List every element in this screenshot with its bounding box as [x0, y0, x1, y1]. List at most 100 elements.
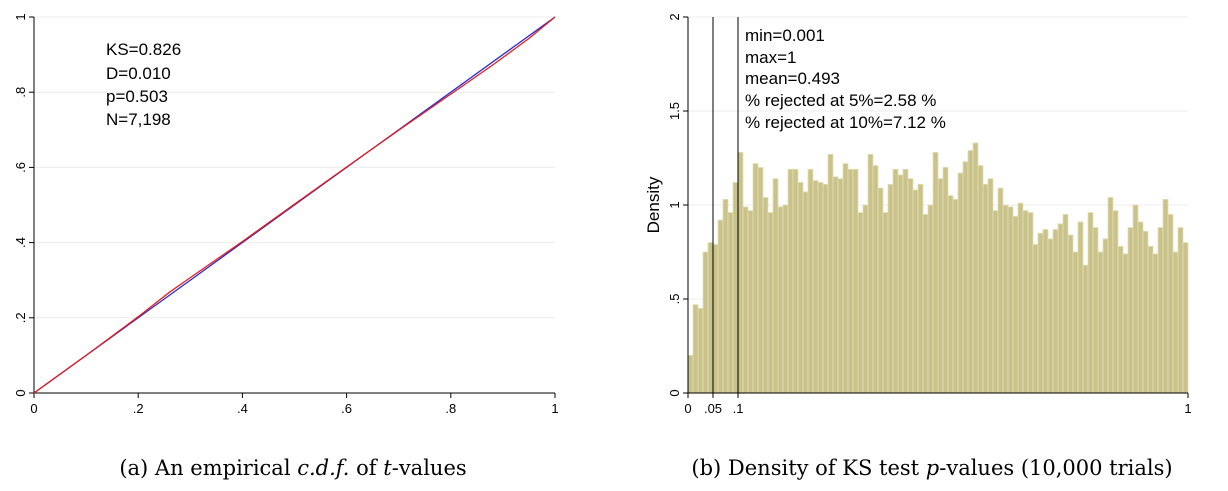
histogram-bar	[947, 195, 954, 394]
histogram-bar	[1012, 215, 1019, 394]
histogram-bar	[817, 182, 824, 394]
histogram-bar	[722, 198, 729, 394]
histogram-bar	[997, 187, 1004, 394]
histogram-bar	[1082, 264, 1089, 394]
histogram-bar	[822, 183, 829, 394]
histogram-bar	[712, 244, 719, 394]
panel-a-axes	[33, 17, 555, 394]
x-tick-label: .8	[445, 401, 456, 416]
histogram-bar	[832, 176, 839, 394]
histogram-bar	[907, 178, 914, 394]
histogram-bar	[1077, 221, 1084, 394]
histogram-bar	[1182, 242, 1189, 394]
annotation-n: N=7,198	[106, 110, 171, 129]
panel-a-cdf-chart: 0 .2 .4 .6 .8 1 0 .2 .4 .6 .8 1 KS=0.826 D=0.010 p=…	[13, 13, 559, 480]
x-tick-label: .2	[133, 401, 144, 416]
histogram-bar	[752, 163, 759, 394]
y-tick-label: .4	[13, 237, 28, 248]
y-tick-label: .2	[13, 312, 28, 323]
y-tick-label: .8	[13, 87, 28, 98]
histogram-bar	[1132, 204, 1139, 394]
histogram-bar	[827, 153, 834, 394]
histogram-bar	[982, 183, 989, 394]
annotation-mean: mean=0.493	[745, 69, 840, 88]
annotation-d: D=0.010	[106, 64, 171, 83]
histogram-bar	[802, 191, 809, 394]
histogram-bar	[902, 168, 909, 394]
panel-a-annotation: KS=0.826 D=0.010 p=0.503 N=7,198	[106, 40, 181, 129]
x-tick-label: 0	[30, 401, 37, 416]
histogram-bar	[977, 165, 984, 394]
panel-a-gridlines	[34, 16, 555, 319]
histogram-bar	[737, 151, 744, 394]
histogram-bar	[1117, 245, 1124, 394]
histogram-bar	[882, 212, 889, 394]
histogram-bar	[1127, 227, 1134, 394]
histogram-bar	[852, 168, 859, 394]
histogram-bar	[1152, 253, 1159, 394]
histogram-bar	[727, 212, 734, 394]
annotation-rejected-5: % rejected at 5%=2.58 %	[745, 91, 936, 110]
histogram-bar	[742, 206, 749, 394]
histogram-bar	[1137, 221, 1144, 394]
annotation-min: min=0.001	[745, 26, 825, 45]
histogram-bar	[1072, 251, 1079, 394]
histogram-bar	[692, 304, 699, 394]
histogram-bar	[1112, 210, 1119, 394]
histogram-bar	[917, 183, 924, 394]
histogram-bar	[1007, 206, 1014, 394]
empirical-series-line	[33, 16, 556, 394]
panel-b-ticks: 0 .5 1 1.5 2 0 .05 .1 1	[667, 13, 1192, 416]
histogram-bar	[1167, 213, 1174, 394]
histogram-bar	[892, 168, 899, 394]
x-tick-label: .1	[733, 401, 744, 416]
caption-a: (a) An empirical c.d.f. of t-values	[119, 456, 466, 480]
histogram-bar	[967, 150, 974, 394]
histogram-bar	[1032, 244, 1039, 394]
histogram-bar	[1042, 229, 1049, 394]
histogram-bar	[1162, 198, 1169, 394]
panel-a-ticks: 0 .2 .4 .6 .8 1 0 .2 .4 .6 .8 1	[13, 13, 559, 416]
histogram-bar	[1177, 227, 1184, 394]
y-tick-label: 0	[13, 389, 28, 396]
x-tick-label: 0	[684, 401, 691, 416]
histogram-bar	[797, 182, 804, 394]
histogram-bar	[1157, 227, 1164, 394]
y-tick-label: 0	[667, 389, 682, 396]
histogram-bar	[877, 187, 884, 394]
histogram-bar	[1027, 212, 1034, 394]
histogram-bar	[1037, 232, 1044, 394]
histogram-bar	[1097, 251, 1104, 394]
histogram-bar	[782, 204, 789, 394]
panel-b-vertical-lines	[712, 17, 739, 393]
histogram-bar	[847, 168, 854, 394]
caption-b: (b) Density of KS test p-values (10,000 …	[691, 456, 1172, 480]
histogram-bar	[837, 178, 844, 394]
annotation-rejected-10: % rejected at 10%=7.12 %	[745, 113, 946, 132]
panel-b-density-chart: 0 .5 1 1.5 2 0 .05 .1 1 Density min=0.001 max=1 …	[644, 13, 1192, 480]
histogram-bar	[887, 183, 894, 394]
histogram-bar	[687, 354, 694, 394]
histogram-bar	[1172, 251, 1179, 394]
histogram-bar	[927, 204, 934, 394]
histogram-bar	[707, 242, 714, 394]
panel-b-annotation: min=0.001 max=1 mean=0.493 % rejected at…	[745, 26, 946, 132]
histogram-bar	[912, 189, 919, 394]
x-tick-label: 1	[1184, 401, 1191, 416]
histogram-bar	[972, 142, 979, 394]
y-tick-label: .6	[13, 162, 28, 173]
y-tick-label: 1	[667, 201, 682, 208]
y-tick-label: .5	[667, 294, 682, 305]
annotation-max: max=1	[745, 48, 797, 67]
histogram-bar	[717, 219, 724, 394]
histogram-bar	[1002, 204, 1009, 394]
histogram-bar	[1052, 229, 1059, 394]
histogram-bar	[812, 180, 819, 394]
histogram-bar	[697, 307, 704, 394]
histogram-bar	[767, 212, 774, 394]
histogram-bar	[1057, 223, 1064, 394]
histogram-bar	[942, 166, 949, 394]
histogram-bar	[987, 178, 994, 394]
histogram-bar	[807, 168, 814, 394]
